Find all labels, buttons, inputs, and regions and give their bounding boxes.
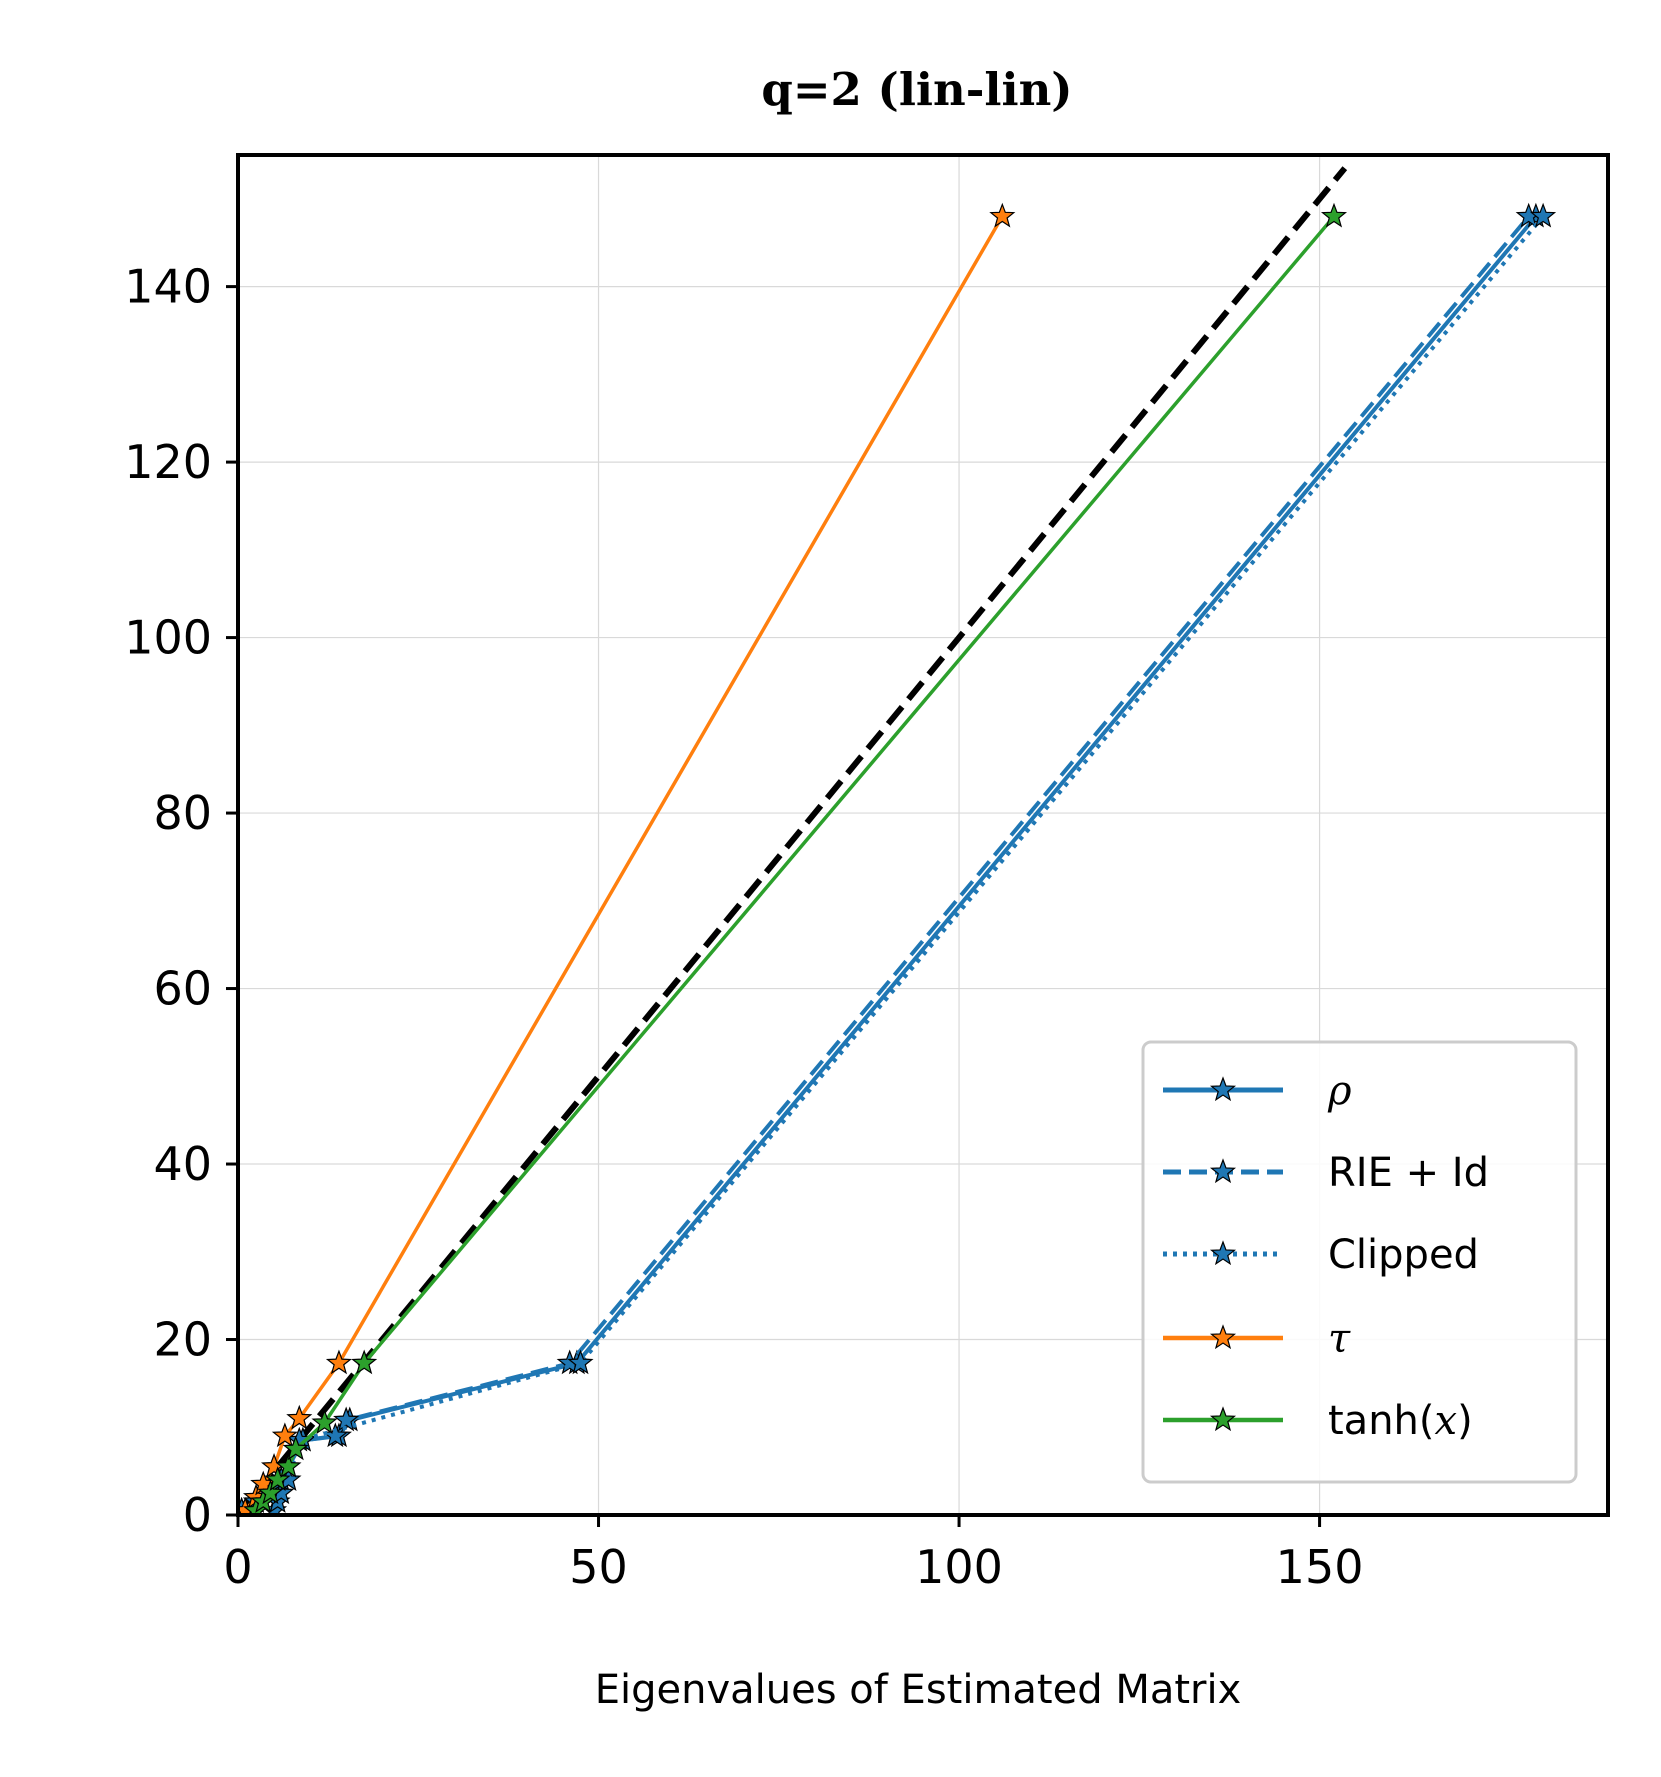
data-point (1320, 202, 1348, 228)
legend-marker (1209, 1158, 1237, 1184)
x-tick-label: 150 (1276, 1540, 1364, 1594)
x-tick-label: 100 (915, 1540, 1003, 1594)
chart-title: q=2 (lin-lin) (761, 63, 1072, 116)
reference-line-group (238, 166, 1348, 1515)
reference-line (238, 166, 1348, 1515)
legend-label: tanh(x) (1328, 1398, 1473, 1444)
data-point (271, 1422, 298, 1448)
legend-label: ρ (1327, 1068, 1352, 1114)
y-tick-label: 60 (153, 962, 212, 1016)
series-4 (242, 202, 1348, 1515)
legend-box (1141, 1040, 1578, 1484)
legend-marker (1209, 1076, 1237, 1102)
legend-label: τ (1328, 1316, 1351, 1362)
data-point (275, 1453, 302, 1478)
data-point (286, 1404, 313, 1430)
x-axis-label: Eigenvalues of Estimated Matrix (595, 1667, 1242, 1713)
series-line (243, 215, 1004, 1512)
data-point (989, 202, 1016, 228)
y-tick-label: 0 (183, 1488, 212, 1542)
x-tick-label: 0 (223, 1540, 252, 1594)
data-point (257, 1479, 284, 1505)
y-tick-label: 100 (124, 611, 212, 665)
legend-marker (1209, 1406, 1237, 1432)
x-tick-label: 50 (569, 1540, 628, 1594)
y-tick-label: 40 (153, 1137, 212, 1191)
y-tick-label: 120 (124, 435, 212, 489)
data-point (567, 1349, 594, 1375)
y-tick-label: 20 (153, 1313, 212, 1367)
data-point (311, 1409, 338, 1434)
legend-marker (1209, 1324, 1237, 1350)
y-tick-label: 140 (124, 260, 212, 314)
legend-label: Clipped (1328, 1232, 1479, 1278)
plot-frame (236, 153, 1610, 1517)
legend: ρ RIE + Id Clipped τ tanh(x) (1141, 1040, 1578, 1484)
series-group (238, 202, 1557, 1515)
data-point (264, 1466, 291, 1491)
data-point (1530, 202, 1557, 228)
y-tick-label: 80 (153, 786, 212, 840)
data-point (282, 1435, 309, 1461)
axis-ticks: 0 50 100 150 0 20 40 60 80 100 120 140 (124, 260, 1363, 1594)
series-3 (238, 202, 1016, 1515)
data-point (351, 1349, 378, 1375)
data-point (325, 1349, 352, 1375)
legend-label: RIE + Id (1328, 1150, 1489, 1196)
data-point (333, 1406, 360, 1432)
legend-marker (1209, 1240, 1237, 1266)
